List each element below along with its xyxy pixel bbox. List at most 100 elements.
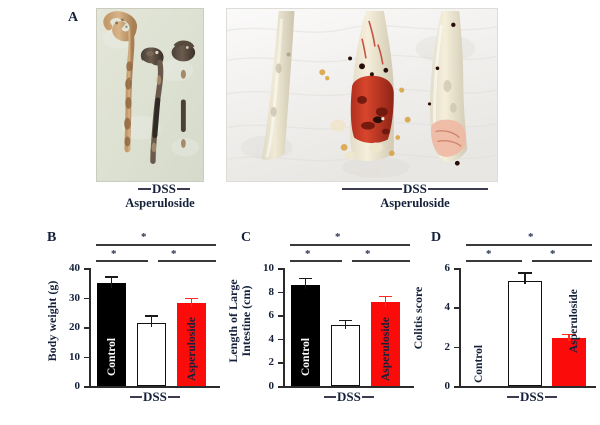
panel-letter-b: B <box>47 230 57 245</box>
sig-star-outer-b: * <box>141 231 147 243</box>
sig-line-outer-c <box>290 244 410 246</box>
colon-photo-right-graphic <box>227 9 497 181</box>
specimen-left-pale <box>261 10 295 160</box>
specimen-1 <box>103 11 137 153</box>
sig-star-right-c: * <box>365 248 371 260</box>
colon-photo-left <box>96 8 204 182</box>
y-tick-c-10 <box>278 268 283 270</box>
y-ticklabel-c-8: 8 <box>268 285 275 298</box>
chart-colitis-score: * * * 6 4 2 0 Colitis score Control Asp <box>404 232 596 408</box>
y-tick-b-0 <box>84 386 89 388</box>
y-axis-b <box>89 268 91 386</box>
bar-dss-b[interactable] <box>137 322 166 386</box>
panel-a-left-dss-group: DSS <box>138 182 190 195</box>
sig-star-left-c: * <box>305 248 311 260</box>
sig-line-left-c <box>290 260 342 262</box>
sig-star-right-b: * <box>171 248 177 260</box>
sig-line-outer-b <box>96 244 216 246</box>
sig-star-outer-d: * <box>528 231 534 243</box>
y-axis-label-c-line2: Intestine (cm) <box>239 285 253 357</box>
panel-letter-d: D <box>431 230 442 245</box>
y-ticklabel-c-2: 2 <box>268 356 275 369</box>
y-tick-b-20 <box>84 327 89 329</box>
y-ticklabel-d-6: 6 <box>444 262 451 274</box>
bar-label-asperuloside-c: Asperuloside <box>380 317 392 381</box>
y-tick-c-4 <box>278 338 283 341</box>
y-ticklabel-c-6: 6 <box>268 309 275 322</box>
panel-a-right-asperuloside-label: Asperuloside <box>380 196 450 210</box>
y-ticklabel-b-20: 20 <box>69 321 80 333</box>
sig-star-left-d: * <box>486 248 492 260</box>
group-label-dss-c: DSS <box>324 390 374 403</box>
bar-dss-d[interactable] <box>508 280 542 386</box>
bar-asperuloside-c[interactable] <box>371 302 400 386</box>
bar-asperuloside-b[interactable] <box>177 302 206 386</box>
dss-rule-left-long <box>342 187 402 190</box>
errorbar-control-c <box>291 277 320 292</box>
bar-asperuloside-d[interactable] <box>552 337 586 386</box>
y-tick-c-0 <box>278 386 283 388</box>
y-tick-b-30 <box>84 297 89 299</box>
y-ticklabel-d-4: 4 <box>444 301 451 314</box>
panel-letter-a: A <box>68 10 79 25</box>
y-tick-c-2 <box>278 362 283 364</box>
bar-control-b[interactable] <box>97 283 126 386</box>
panel-a-left-asperuloside-label: Asperuloside <box>125 196 195 210</box>
chart-intestine-length: * * * 10 8 6 4 2 0 Length of Large Intes… <box>226 232 414 408</box>
x-axis-d <box>459 386 596 388</box>
errorbar-dss-b <box>137 315 166 329</box>
sig-star-left-b: * <box>111 248 117 260</box>
dss-rule-right-long <box>427 187 488 190</box>
y-tick-d-2 <box>454 346 459 349</box>
group-label-dss-c-text: DSS <box>337 389 361 404</box>
specimen-right-pale <box>427 10 468 166</box>
sig-star-outer-c: * <box>335 231 341 243</box>
y-axis-label-d: Colitis score <box>411 286 425 350</box>
bar-label-control-d: Control <box>473 344 485 383</box>
specimen-3 <box>171 40 196 153</box>
y-ticklabel-b-0: 0 <box>74 380 81 392</box>
y-ticklabel-b-30: 30 <box>69 291 80 304</box>
sig-line-right-d <box>532 260 592 262</box>
panel-a-right-dss-group: DSS <box>342 182 488 195</box>
panel-a-left-dss-label: DSS <box>152 181 176 196</box>
group-label-dss-b-text: DSS <box>143 389 167 404</box>
bar-label-asperuloside-d: Asperuloside <box>568 289 580 353</box>
colon-photo-right <box>226 8 498 182</box>
bar-label-control-b: Control <box>106 337 118 376</box>
y-ticklabel-c-10: 10 <box>263 262 274 274</box>
bar-dss-c[interactable] <box>331 324 360 386</box>
y-axis-c <box>283 268 285 386</box>
group-label-dss-b: DSS <box>130 390 180 403</box>
sig-line-left-d <box>466 260 522 262</box>
specimen-middle-hemorrhagic <box>319 10 411 162</box>
y-ticklabel-d-2: 2 <box>444 340 451 353</box>
bar-label-control-c: Control <box>300 337 312 376</box>
y-tick-d-6 <box>454 268 459 270</box>
dss-rule-right <box>176 187 190 190</box>
errorbar-dss-d <box>508 272 542 286</box>
colon-photo-left-graphic <box>97 9 203 181</box>
y-ticklabel-b-40: 40 <box>69 262 80 274</box>
errorbar-asperuloside-c <box>371 295 400 309</box>
errorbar-control-b <box>97 276 126 290</box>
sig-line-outer-d <box>466 244 592 246</box>
x-axis-b <box>89 386 220 388</box>
y-tick-d-0 <box>454 386 459 388</box>
y-axis-d <box>459 268 461 386</box>
y-ticklabel-d-0: 0 <box>444 380 451 392</box>
y-tick-c-8 <box>278 291 283 294</box>
y-axis-label-b: Body weight (g) <box>45 280 59 362</box>
y-tick-b-10 <box>84 356 89 358</box>
panel-a-right-dss-label: DSS <box>403 181 427 196</box>
sig-line-right-b <box>158 260 216 262</box>
y-ticklabel-b-10: 10 <box>69 350 80 363</box>
y-tick-b-40 <box>84 268 89 270</box>
chart-body-weight: * * * 40 30 20 10 0 Body weight (g) Cont… <box>40 232 220 408</box>
group-label-dss-d-text: DSS <box>520 389 544 404</box>
sig-star-right-d: * <box>550 248 556 260</box>
sig-line-left-b <box>96 260 148 262</box>
errorbar-asperuloside-d <box>552 333 586 344</box>
specimen-2 <box>140 47 164 164</box>
